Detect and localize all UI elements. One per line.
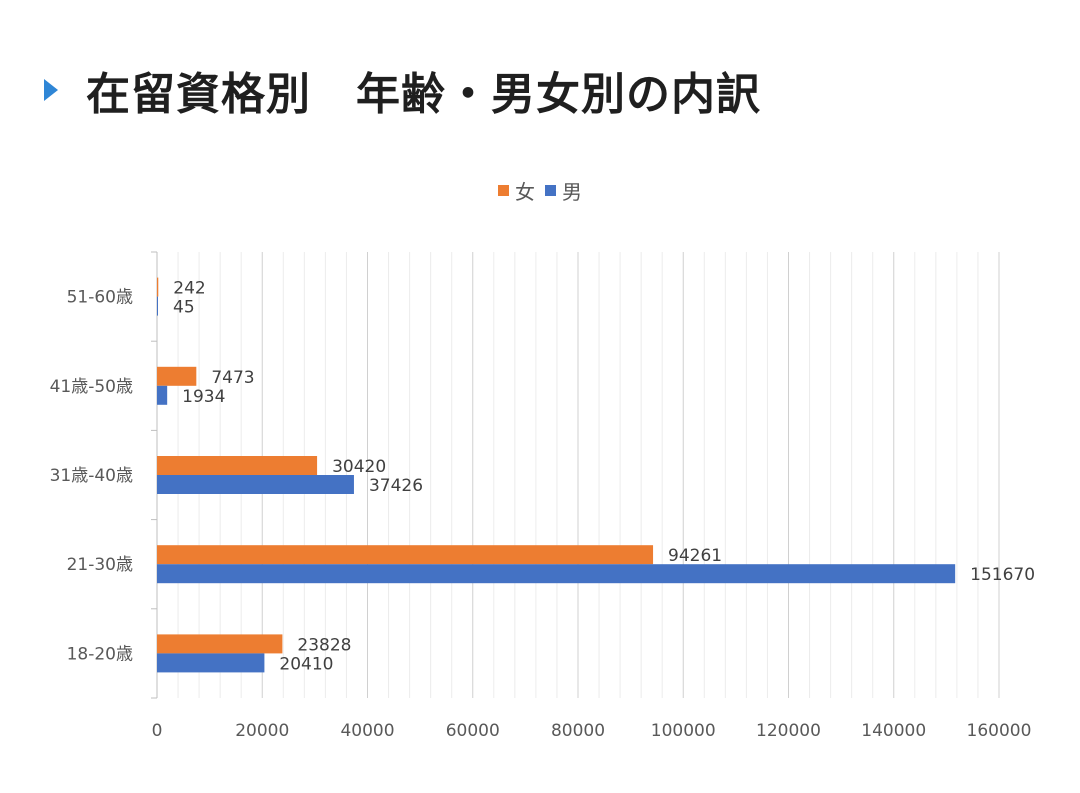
data-label-female: 23828 [297, 635, 351, 655]
x-tick-label: 80000 [551, 721, 605, 741]
x-tick-label: 140000 [861, 721, 926, 741]
data-label-female: 94261 [668, 546, 722, 566]
data-label-male: 45 [173, 298, 195, 318]
x-tick-label: 0 [152, 721, 163, 741]
y-category-label: 21-30歳 [67, 555, 133, 575]
data-label-female: 242 [173, 279, 205, 299]
data-label-male: 37426 [369, 476, 423, 496]
legend-swatch-female [498, 185, 509, 196]
data-label-male: 1934 [182, 387, 225, 407]
bar-male [157, 475, 354, 494]
play-arrow-icon [44, 79, 58, 101]
y-category-label: 41歳-50歳 [50, 377, 133, 397]
bar-male [157, 385, 168, 405]
legend-label-male: 男 [562, 180, 582, 204]
legend-item-male: 男 [545, 176, 582, 205]
bar-female [157, 634, 283, 654]
x-tick-label: 20000 [235, 721, 289, 741]
bar-female [157, 545, 654, 565]
bar-female [157, 277, 159, 297]
x-tick-label: 100000 [651, 721, 716, 741]
x-tick-label: 60000 [446, 721, 500, 741]
legend-label-female: 女 [515, 180, 535, 204]
x-tick-label: 40000 [340, 721, 394, 741]
data-label-female: 30420 [332, 457, 386, 477]
bar-male [157, 296, 158, 316]
bar-male [157, 653, 265, 673]
y-category-label: 31歳-40歳 [50, 466, 133, 486]
y-category-label: 51-60歳 [67, 288, 133, 308]
bar-male [157, 564, 956, 584]
bar-female [157, 366, 197, 386]
data-label-male: 20410 [279, 654, 333, 674]
x-tick-label: 160000 [967, 721, 1032, 741]
chart-legend: 女 男 [0, 176, 1080, 205]
bar-female [157, 456, 318, 475]
y-category-label: 18-20歳 [67, 644, 133, 664]
title-row: 在留資格別 年齢・男女別の内訳 [44, 58, 761, 122]
x-tick-label: 120000 [756, 721, 821, 741]
data-label-male: 151670 [970, 565, 1035, 585]
data-label-female: 7473 [211, 368, 254, 388]
legend-swatch-male [545, 185, 556, 196]
legend-item-female: 女 [498, 176, 535, 205]
page-title: 在留資格別 年齢・男女別の内訳 [86, 69, 761, 120]
